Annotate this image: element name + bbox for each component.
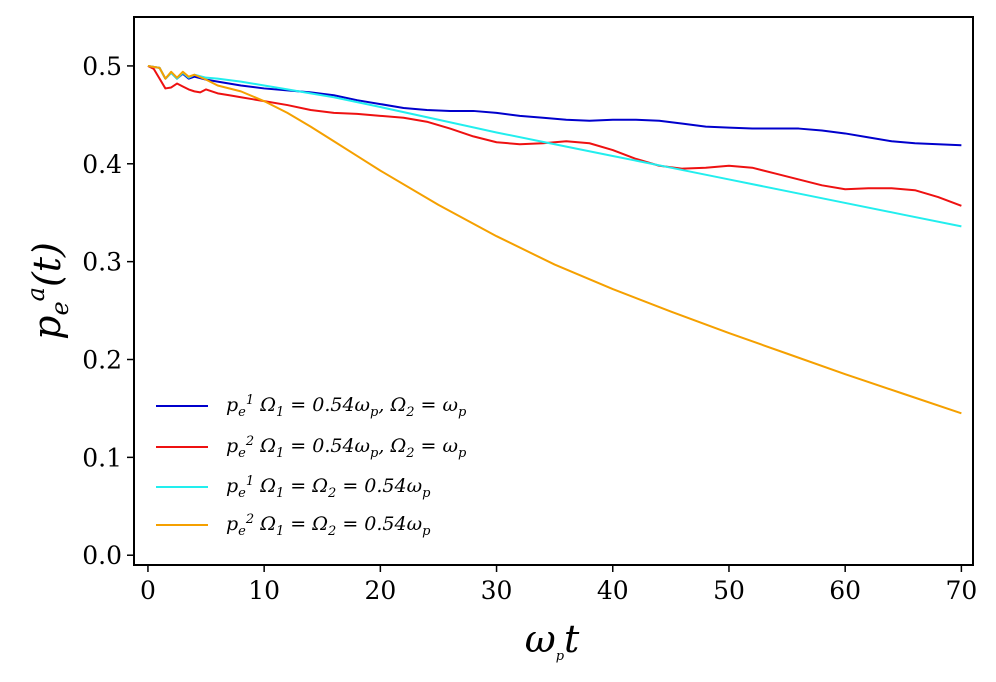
y-tick-label: 0.0 xyxy=(82,541,122,570)
x-tick-label: 0 xyxy=(140,576,156,605)
series-line-3 xyxy=(147,64,962,228)
legend-item-2: pe2 Ω1 = 0.54ωp, Ω2 = ωp xyxy=(156,434,467,461)
y-tick-label: 0.4 xyxy=(82,150,122,179)
y-tick-label: 0.1 xyxy=(82,443,122,472)
legend: pe1 Ω1 = 0.54ωp, Ω2 = ωp pe2 Ω1 = 0.54ωp,… xyxy=(156,393,467,539)
legend-item-3: pe1 Ω1 = Ω2 = 0.54ωp xyxy=(156,474,431,501)
y-axis-title: pea(t) xyxy=(22,242,74,340)
x-axis: 0 10 20 30 40 50 60 70 xyxy=(140,565,977,605)
plot-lines xyxy=(147,64,962,415)
plot-frame xyxy=(133,16,974,566)
legend-item-4: pe2 Ω1 = Ω2 = 0.54ωp xyxy=(156,512,431,539)
legend-item-1: pe1 Ω1 = 0.54ωp, Ω2 = ωp xyxy=(156,393,467,420)
series-line-1 xyxy=(147,64,962,147)
x-tick-label: 50 xyxy=(713,576,745,605)
x-tick-label: 70 xyxy=(945,576,977,605)
y-tick-label: 0.2 xyxy=(82,346,122,375)
x-axis-title: ωpt xyxy=(525,617,580,664)
y-tick-label: 0.5 xyxy=(82,52,122,81)
svg-text:pea(t): pea(t) xyxy=(22,242,74,340)
series-line-4 xyxy=(147,64,962,415)
legend-label: pe2 Ω1 = 0.54ωp, Ω2 = ωp xyxy=(226,434,467,461)
legend-label: pe1 Ω1 = 0.54ωp, Ω2 = ωp xyxy=(226,393,467,420)
x-tick-label: 20 xyxy=(364,576,396,605)
x-tick-label: 40 xyxy=(597,576,629,605)
legend-label: pe2 Ω1 = Ω2 = 0.54ωp xyxy=(226,512,431,539)
y-tick-label: 0.3 xyxy=(82,248,122,277)
x-tick-label: 10 xyxy=(248,576,280,605)
series-line-2 xyxy=(147,65,962,207)
x-tick-label: 30 xyxy=(481,576,513,605)
legend-label: pe1 Ω1 = Ω2 = 0.54ωp xyxy=(226,474,431,501)
y-axis: 0.0 0.1 0.2 0.3 0.4 0.5 xyxy=(82,52,134,570)
x-tick-label: 60 xyxy=(829,576,861,605)
svg-text:ωpt: ωpt xyxy=(525,617,580,664)
